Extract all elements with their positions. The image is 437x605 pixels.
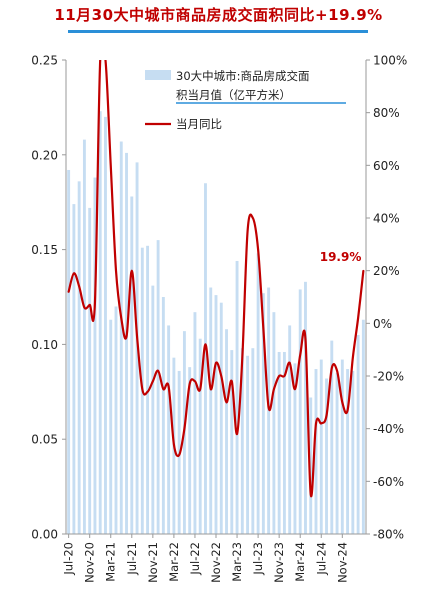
- left-tick-label: 0.25: [31, 54, 58, 68]
- left-tick-label: 0.05: [31, 433, 58, 447]
- title-underline: [68, 30, 368, 33]
- bar: [235, 260, 239, 534]
- x-tick-label: Mar-23: [230, 542, 244, 582]
- legend-line-label: 当月同比: [176, 117, 222, 131]
- bar: [314, 369, 318, 534]
- bar: [309, 397, 313, 534]
- bar-series: [67, 111, 365, 534]
- bar: [67, 169, 71, 534]
- bar: [114, 306, 118, 534]
- bar: [335, 372, 339, 534]
- bar: [340, 359, 344, 534]
- bar: [325, 378, 328, 534]
- x-tick-label: Mar-24: [293, 542, 307, 582]
- bar: [130, 196, 134, 534]
- annotations: 19.9%: [320, 250, 362, 264]
- bar: [351, 370, 355, 534]
- x-tick-label: Mar-21: [104, 542, 118, 582]
- left-tick-label: 0.20: [31, 148, 58, 162]
- right-tick-label: 80%: [373, 106, 400, 120]
- right-tick-label: 0%: [373, 317, 392, 331]
- x-axis: Jul-20 Nov-20 Mar-21 Jul-21 Nov-21 Mar-22 Jul-…: [62, 534, 349, 583]
- yoy-line-layer: [67, 60, 365, 498]
- bar: [361, 319, 365, 534]
- bar: [77, 181, 81, 534]
- bar: [104, 116, 107, 534]
- bar: [204, 183, 207, 534]
- bar: [277, 351, 281, 534]
- bar: [125, 152, 128, 534]
- right-tick-label: -20%: [373, 370, 404, 384]
- yoy-line: [67, 60, 365, 498]
- legend-bar-swatch: [145, 70, 171, 80]
- bar: [288, 325, 292, 534]
- bar: [319, 359, 323, 534]
- left-tick-label: 0.10: [31, 338, 58, 352]
- bar: [188, 367, 192, 534]
- bar: [82, 139, 86, 534]
- bar: [346, 369, 350, 534]
- bar: [298, 289, 302, 534]
- left-axis: 0.00 0.05 0.10 0.15 0.20 0.25: [31, 54, 66, 542]
- x-tick-label: Nov-24: [335, 542, 349, 583]
- right-tick-label: -60%: [373, 475, 404, 489]
- x-tick-label: Mar-22: [167, 542, 181, 582]
- right-tick-label: -80%: [373, 528, 404, 542]
- bar: [88, 207, 92, 534]
- bar: [151, 285, 155, 534]
- bar: [161, 297, 165, 534]
- bar: [72, 204, 76, 534]
- bar: [256, 253, 260, 534]
- x-tick-label: Nov-20: [83, 542, 97, 583]
- bar: [219, 302, 223, 534]
- bar: [240, 348, 244, 534]
- x-tick-label: Jul-20: [62, 542, 76, 576]
- x-tick-label: Jul-24: [314, 542, 328, 576]
- x-tick-label: Jul-21: [125, 542, 139, 576]
- right-tick-label: 60%: [373, 159, 400, 173]
- right-tick-label: 100%: [373, 54, 407, 68]
- right-tick-label: -40%: [373, 422, 404, 436]
- x-tick-label: Jul-22: [188, 542, 202, 576]
- right-axis: -80% -60% -40% -20% 0% 20% 40% 60% 80% 100%: [366, 54, 407, 542]
- bar: [330, 340, 334, 534]
- bar: [167, 325, 171, 534]
- bar: [156, 240, 160, 534]
- bar: [98, 111, 102, 534]
- bar: [261, 293, 265, 534]
- bar: [146, 245, 150, 534]
- legend-bar-label-line2: 积当月值（亿平方米）: [176, 88, 291, 102]
- bar: [198, 338, 202, 534]
- bar: [246, 355, 250, 534]
- bar: [272, 312, 276, 534]
- bar: [251, 348, 255, 534]
- bar: [193, 312, 197, 534]
- bar: [109, 319, 113, 534]
- bar: [230, 350, 234, 534]
- left-tick-label: 0.00: [31, 528, 58, 542]
- bar: [293, 363, 297, 534]
- x-tick-label: Nov-21: [146, 542, 160, 583]
- bar: [93, 177, 97, 534]
- legend-bar-label-line1: 30大中城市:商品房成交面: [176, 69, 310, 83]
- bar: [209, 287, 213, 534]
- right-tick-label: 40%: [373, 212, 400, 226]
- bar: [304, 281, 307, 534]
- last-value-label: 19.9%: [320, 250, 362, 264]
- bar: [214, 295, 218, 534]
- x-tick-label: Jul-23: [251, 542, 265, 576]
- bar: [225, 329, 228, 534]
- x-tick-label: Nov-22: [209, 542, 223, 583]
- bar: [356, 334, 360, 534]
- x-tick-label: Nov-23: [272, 542, 286, 583]
- chart-title: 11月30大中城市商品房成交面积同比+19.9%: [54, 6, 383, 24]
- bar: [119, 141, 123, 534]
- right-tick-label: 20%: [373, 264, 400, 278]
- left-tick-label: 0.15: [31, 243, 58, 257]
- bar: [282, 351, 286, 534]
